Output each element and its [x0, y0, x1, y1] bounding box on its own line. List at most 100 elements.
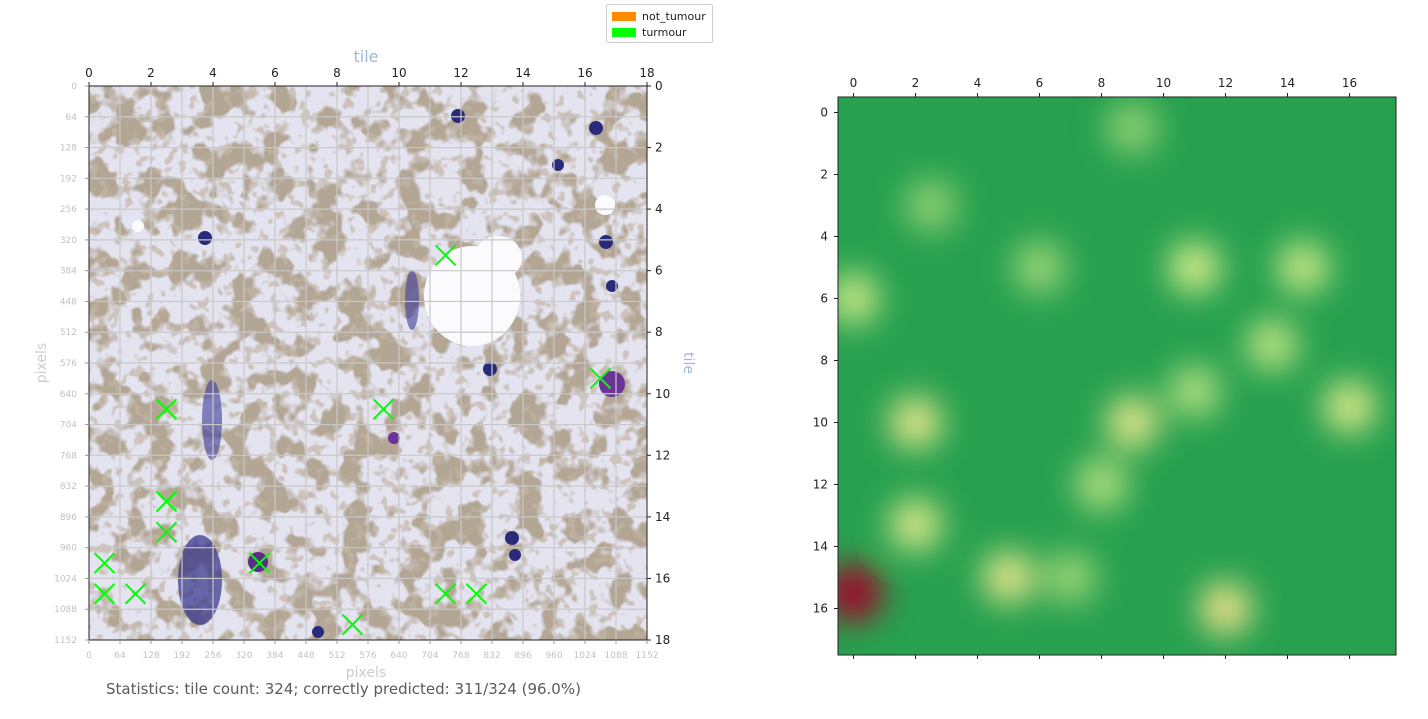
heat-spot	[1044, 551, 1097, 604]
tumour-marker-stroke	[155, 521, 178, 543]
heatmap-left-tick-label: 10	[813, 416, 828, 430]
tumour-marker-stroke	[372, 398, 395, 420]
left-tick-label: 128	[60, 144, 77, 154]
legend: not_tumour turmour	[606, 4, 713, 43]
heat-spot	[1323, 380, 1376, 434]
heat-spot	[1013, 241, 1066, 294]
tumour-marker	[341, 613, 364, 636]
legend-label-tumour: turmour	[642, 25, 687, 39]
left-tick-label: 704	[60, 421, 77, 431]
left-tick-label: 1088	[54, 605, 77, 615]
bottom-tick-label: 960	[545, 651, 562, 661]
left-tick-label: 64	[66, 113, 78, 123]
bottom-axis-label: pixels	[346, 665, 386, 681]
heatmap-top-tick-label: 6	[1036, 76, 1044, 90]
tumour-marker	[372, 398, 395, 420]
heat-spot	[838, 272, 880, 325]
tumour-marker	[93, 552, 116, 574]
heat-spot	[889, 498, 942, 552]
heatmap-left-tick-label: 2	[820, 168, 828, 182]
heat-spot	[1075, 458, 1128, 511]
heatmap-top-tick-label: 16	[1342, 76, 1357, 90]
heatmap-top-tick-label: 8	[1098, 76, 1106, 90]
heat-spot	[1245, 318, 1299, 372]
heatmap-axes-ticks: 0 2 4 6 8 10 12 14 16 0 2 4 6 8 10 12 14 16	[813, 76, 1357, 659]
tumour-marker-stroke	[124, 583, 147, 605]
legend-swatch-tumour	[612, 27, 636, 37]
heat-spot	[1276, 241, 1330, 294]
tumour-marker	[434, 583, 457, 605]
prediction-markers	[93, 244, 612, 636]
tumour-marker	[434, 244, 457, 266]
heat-spot	[1106, 396, 1159, 449]
bottom-tick-label: 256	[204, 651, 221, 661]
bottom-tick-label: 512	[328, 651, 345, 661]
heatmap-top-tick-label: 10	[1156, 76, 1171, 90]
right-axis-label: tile	[680, 352, 696, 374]
heatmap-left-tick-label: 14	[813, 540, 828, 554]
heat-spot	[838, 563, 883, 623]
tile-image-panel: 0 2 4 6 8 10 12 14 16 180246810121416180064641281…	[34, 47, 696, 681]
statistics-text: Statistics: tile count: 324; correctly p…	[106, 680, 581, 698]
top-tick-label: 18	[639, 66, 654, 80]
bottom-tick-label: 704	[421, 651, 438, 661]
left-tick-label: 960	[60, 544, 77, 554]
tumour-marker	[248, 552, 271, 574]
heatmap-top-tick-label: 12	[1218, 76, 1233, 90]
left-tick-label: 1152	[54, 636, 77, 646]
heatmap-top-tick-label: 2	[912, 76, 920, 90]
left-tick-label: 0	[71, 82, 77, 92]
tumour-marker-stroke	[341, 613, 364, 636]
heat-spot	[1168, 241, 1221, 294]
tumour-marker-stroke	[93, 583, 116, 605]
tumour-marker	[124, 583, 147, 605]
top-tick-label: 16	[577, 66, 592, 80]
tumour-marker	[465, 583, 488, 605]
heatmap-left-tick-label: 4	[820, 230, 828, 244]
top-tick-label: 4	[209, 66, 217, 80]
tumour-marker-stroke	[434, 244, 457, 266]
bottom-tick-label: 576	[359, 651, 376, 661]
top-tick-label: 12	[453, 66, 468, 80]
bottom-tick-label: 384	[266, 651, 283, 661]
tumour-marker-stroke	[465, 583, 488, 605]
left-axis-label: pixels	[34, 343, 50, 383]
left-tick-label: 192	[60, 174, 77, 184]
left-tick-label: 512	[60, 328, 77, 338]
left-tick-label: 576	[60, 359, 77, 369]
bottom-tick-label: 64	[114, 651, 126, 661]
right-tick-label: 6	[655, 264, 663, 278]
left-tick-label: 832	[60, 482, 77, 492]
heatmap-left-tick-label: 12	[813, 478, 828, 492]
right-tick-label: 18	[655, 633, 670, 647]
heat-spot	[1168, 365, 1221, 418]
legend-swatch-not-tumour	[612, 11, 636, 21]
right-tick-label: 2	[655, 141, 663, 155]
left-tick-label: 640	[60, 390, 77, 400]
left-axes-ticks: 0 2 4 6 8 10 12 14 16 180246810121416180064641281…	[54, 66, 670, 661]
tumour-marker-stroke	[93, 552, 116, 574]
left-tick-label: 448	[60, 297, 77, 307]
heat-spot	[982, 551, 1035, 604]
heatmap-top-tick-label: 14	[1280, 76, 1295, 90]
bottom-tick-label: 128	[142, 651, 159, 661]
tumour-marker-stroke	[155, 490, 178, 513]
bottom-tick-label: 896	[514, 651, 531, 661]
left-tick-label: 768	[60, 451, 77, 461]
left-tick-label: 256	[60, 205, 77, 215]
tumour-marker	[93, 583, 116, 605]
tumour-marker	[589, 367, 612, 390]
right-tick-label: 14	[655, 510, 670, 524]
bottom-tick-label: 640	[390, 651, 407, 661]
top-tick-label: 2	[147, 66, 155, 80]
top-tick-label: 0	[85, 66, 93, 80]
heatmap-left-tick-label: 6	[820, 292, 828, 306]
heatmap-field	[838, 101, 1376, 635]
heat-spot	[1199, 582, 1252, 635]
right-tick-label: 4	[655, 202, 663, 216]
bottom-tick-label: 0	[86, 651, 92, 661]
bottom-tick-label: 832	[483, 651, 500, 661]
bottom-tick-label: 1152	[636, 651, 659, 661]
tumour-marker-stroke	[434, 583, 457, 605]
